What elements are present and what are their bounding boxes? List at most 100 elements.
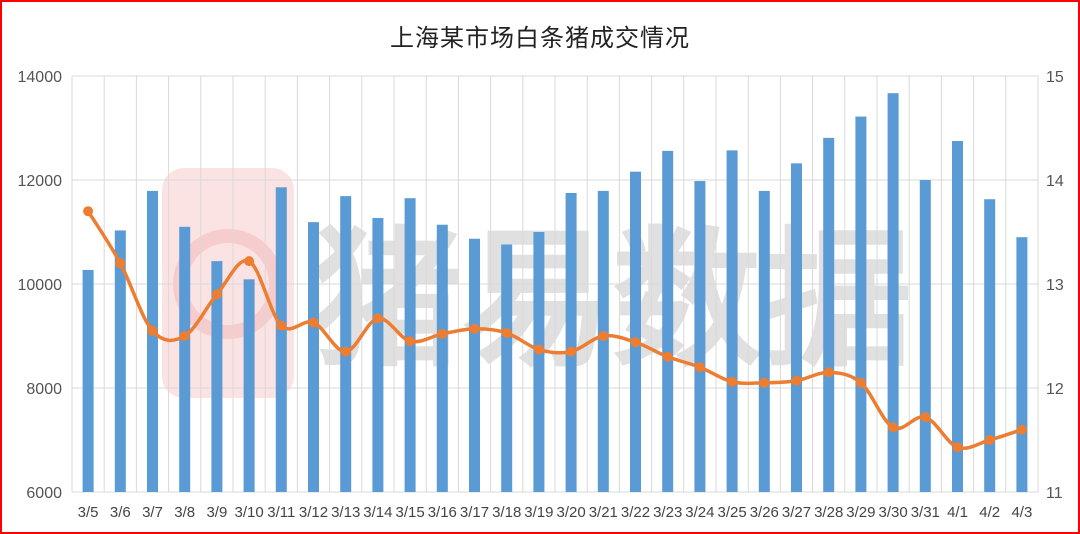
x-tick-label: 3/14 <box>363 504 392 521</box>
x-tick-label: 3/16 <box>428 504 457 521</box>
line-point <box>888 422 899 433</box>
line-point <box>308 317 319 328</box>
bar <box>694 181 706 493</box>
line-point <box>598 331 609 341</box>
x-tick-label: 3/24 <box>685 504 714 521</box>
bar <box>758 190 770 493</box>
line-point <box>1016 424 1027 435</box>
x-tick-label: 3/23 <box>653 504 682 521</box>
x-tick-label: 3/12 <box>299 504 328 521</box>
line-point <box>952 442 963 453</box>
bar <box>855 116 867 492</box>
x-tick-label: 3/30 <box>878 504 907 521</box>
bar-series <box>82 93 1028 493</box>
bar <box>275 187 287 492</box>
x-tick-label: 4/2 <box>979 504 1000 521</box>
line-point <box>791 375 802 386</box>
x-tick-label: 3/26 <box>750 504 779 521</box>
x-tick-label: 3/5 <box>78 504 99 521</box>
bar <box>952 141 963 492</box>
bar <box>308 222 319 492</box>
x-tick-label: 3/13 <box>331 504 360 521</box>
x-tick-label: 3/29 <box>846 504 875 521</box>
x-tick-label: 3/15 <box>395 504 424 521</box>
axes: 6000 8000 10000 12000 14000 11 12 13 14 15 3/5 3/6 3… <box>18 69 1064 521</box>
bar <box>114 230 126 492</box>
x-tick-label: 4/3 <box>1011 504 1032 521</box>
bar <box>179 226 191 493</box>
bar <box>597 190 609 493</box>
bar <box>662 150 674 492</box>
bar <box>147 190 158 493</box>
line-point <box>984 435 995 445</box>
bar <box>565 193 577 492</box>
watermark-text: 猪易数据 <box>312 214 912 388</box>
bar <box>823 137 835 492</box>
x-tick-label: 3/8 <box>174 504 195 521</box>
gridlines <box>71 75 1039 493</box>
x-tick-label: 3/31 <box>911 504 940 521</box>
line-point <box>340 346 351 357</box>
bar <box>919 180 931 492</box>
line-point <box>566 346 577 357</box>
bar <box>501 244 513 492</box>
x-tick-label: 3/18 <box>492 504 521 521</box>
bar <box>211 261 223 492</box>
x-tick-label: 3/10 <box>234 504 263 521</box>
line-series <box>83 206 1027 453</box>
line-point <box>855 377 866 388</box>
x-tick-label: 3/21 <box>589 504 618 521</box>
x-tick-label: 3/7 <box>142 504 163 521</box>
line-point <box>823 367 834 378</box>
line-point <box>211 289 222 300</box>
x-tick-label: 3/25 <box>717 504 746 521</box>
line-point <box>405 336 416 347</box>
line-point <box>437 328 448 339</box>
bar <box>243 279 255 492</box>
x-tick-label: 3/19 <box>524 504 553 521</box>
line-point <box>469 323 480 334</box>
x-tick-label: 3/11 <box>267 504 295 521</box>
line-point <box>759 377 770 388</box>
bar <box>630 171 641 492</box>
y-right-tick-label: 12 <box>1046 381 1064 398</box>
bar <box>533 232 545 492</box>
x-tick-label: 3/20 <box>556 504 585 521</box>
bar <box>82 269 94 492</box>
line-point <box>662 351 673 362</box>
bar <box>436 224 448 492</box>
bar <box>340 196 352 492</box>
y-right-tick-label: 15 <box>1046 69 1064 86</box>
line-point <box>147 325 158 336</box>
bar <box>372 217 384 492</box>
line-point <box>244 256 255 267</box>
bar <box>1016 237 1028 492</box>
bar <box>469 238 480 492</box>
bar <box>984 199 996 493</box>
line-point <box>727 376 738 387</box>
watermark-logo-icon <box>162 168 294 398</box>
line-point <box>179 331 190 341</box>
y-left-tick-label: 8000 <box>26 381 62 398</box>
y-left-tick-label: 12000 <box>18 173 63 190</box>
x-tick-label: 3/28 <box>814 504 843 521</box>
bar <box>726 150 738 493</box>
y-right-tick-label: 11 <box>1046 485 1063 502</box>
x-tick-label: 3/6 <box>110 504 131 521</box>
chart-title: 上海某市场白条猪成交情况 <box>390 24 690 52</box>
bar <box>791 163 802 493</box>
bar <box>887 93 899 492</box>
x-tick-label: 3/27 <box>782 504 811 521</box>
line-point <box>920 412 931 423</box>
y-left-tick-label: 10000 <box>18 277 63 294</box>
y-left-tick-label: 6000 <box>26 485 62 502</box>
line-point <box>115 258 126 269</box>
y-left-tick-label: 14000 <box>18 69 63 86</box>
x-tick-label: 3/22 <box>621 504 650 521</box>
line-point <box>501 327 512 338</box>
x-tick-label: 3/17 <box>460 504 489 521</box>
y-right-tick-label: 14 <box>1046 173 1064 190</box>
line-point <box>630 337 641 348</box>
line-point <box>533 344 544 355</box>
